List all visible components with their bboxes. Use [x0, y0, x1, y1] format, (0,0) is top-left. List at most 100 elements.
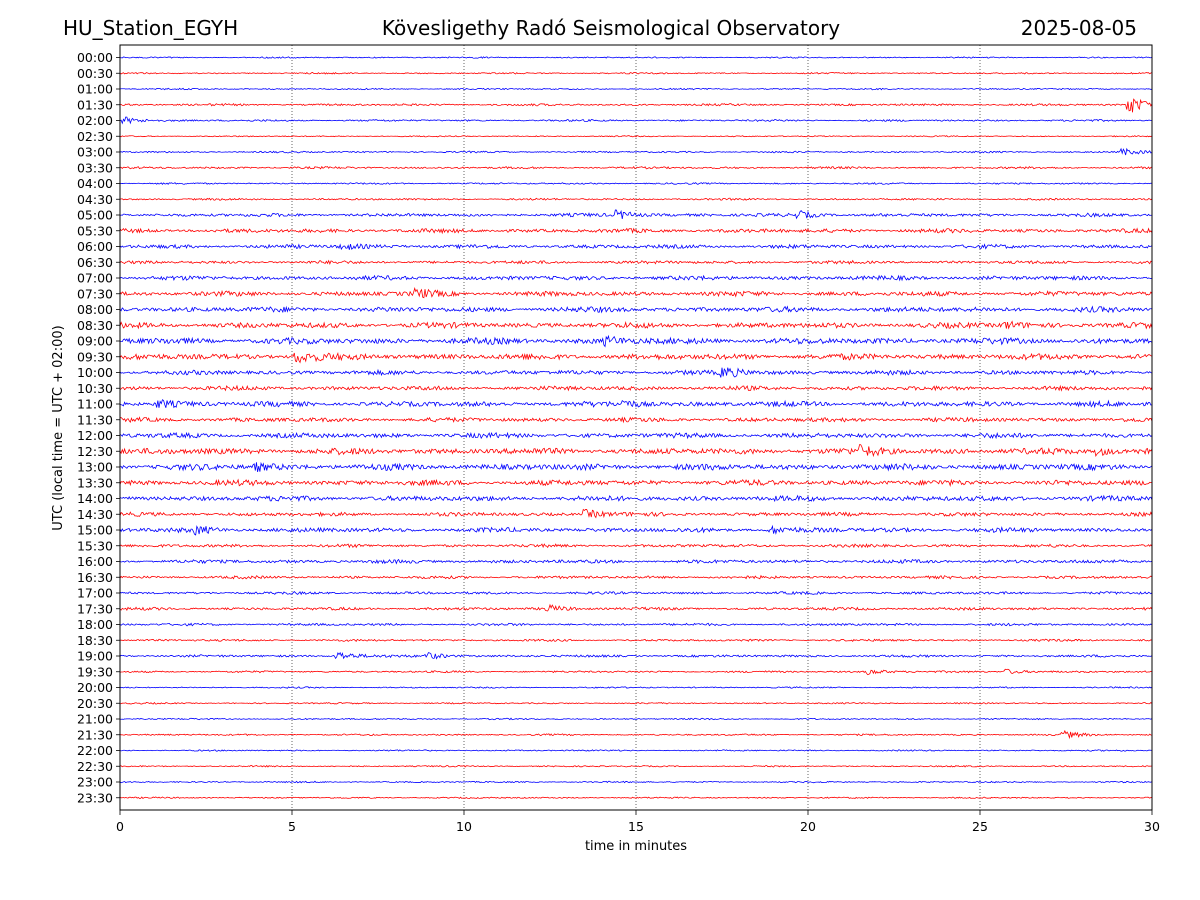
y-tick-label: 23:30: [77, 790, 113, 805]
trace-row-2030: [119, 701, 1153, 705]
trace-row-0200: [119, 116, 1153, 125]
trace-row-1400: [119, 494, 1153, 503]
y-tick-label: 10:00: [77, 365, 113, 380]
trace-row-2000: [119, 686, 1153, 689]
y-tick-label: 08:00: [77, 302, 113, 317]
seismic-traces: [119, 56, 1153, 800]
y-tick-label: 16:00: [77, 554, 113, 569]
trace-row-1100: [119, 399, 1153, 409]
trace-row-1900: [119, 651, 1153, 660]
y-tick-label: 10:30: [77, 381, 113, 396]
y-tick-label: 00:30: [77, 66, 113, 81]
trace-row-1730: [119, 603, 1153, 612]
y-axis-ticks: 00:0000:3001:0001:3002:0002:3003:0003:30…: [77, 50, 120, 805]
trace-row-1330: [119, 478, 1153, 487]
y-tick-label: 01:30: [77, 97, 113, 112]
y-tick-label: 07:30: [77, 286, 113, 301]
trace-row-0600: [119, 243, 1153, 251]
trace-row-1830: [119, 638, 1153, 643]
x-tick-label: 30: [1144, 819, 1160, 834]
x-axis-label: time in minutes: [585, 839, 687, 854]
trace-row-1600: [119, 558, 1153, 565]
x-tick-label: 10: [456, 819, 472, 834]
trace-row-1230: [119, 444, 1153, 458]
trace-row-0530: [119, 227, 1153, 235]
observatory-title: Kövesligethy Radó Seismological Observat…: [382, 16, 840, 40]
y-tick-label: 03:30: [77, 160, 113, 175]
plot-frame: [119, 44, 1153, 811]
station-title: HU_Station_EGYH: [63, 16, 238, 40]
trace-row-1300: [119, 461, 1153, 472]
y-tick-label: 18:30: [77, 633, 113, 648]
y-tick-label: 09:00: [77, 334, 113, 349]
trace-row-2130: [119, 729, 1153, 740]
trace-row-0700: [119, 274, 1153, 282]
grid-lines: [291, 45, 981, 810]
trace-row-2230: [119, 764, 1153, 768]
trace-row-1200: [119, 431, 1153, 440]
trace-row-1630: [119, 574, 1153, 580]
trace-row-0330: [119, 165, 1153, 170]
y-tick-label: 05:30: [77, 223, 113, 238]
y-tick-label: 21:30: [77, 727, 113, 742]
trace-row-0500: [119, 209, 1153, 220]
x-tick-label: 5: [288, 819, 296, 834]
y-tick-label: 12:30: [77, 444, 113, 459]
trace-row-0630: [119, 259, 1153, 266]
y-tick-label: 19:00: [77, 649, 113, 664]
y-tick-label: 22:00: [77, 743, 113, 758]
y-tick-label: 18:00: [77, 617, 113, 632]
trace-row-0000: [119, 56, 1153, 59]
trace-row-2330: [119, 796, 1153, 800]
trace-row-0100: [119, 87, 1153, 91]
y-tick-label: 06:30: [77, 255, 113, 270]
trace-row-1700: [119, 590, 1153, 596]
y-tick-label: 16:30: [77, 570, 113, 585]
trace-row-2200: [119, 749, 1153, 752]
date-title: 2025-08-05: [1021, 16, 1137, 40]
y-tick-label: 04:00: [77, 176, 113, 191]
trace-row-1500: [119, 524, 1153, 536]
y-tick-label: 20:30: [77, 696, 113, 711]
y-tick-label: 23:00: [77, 775, 113, 790]
trace-row-0930: [119, 351, 1153, 364]
y-tick-label: 03:00: [77, 145, 113, 160]
trace-row-1130: [119, 416, 1153, 424]
y-tick-label: 04:30: [77, 192, 113, 207]
y-tick-label: 14:30: [77, 507, 113, 522]
trace-row-2100: [119, 717, 1153, 721]
y-tick-label: 13:30: [77, 475, 113, 490]
x-tick-label: 15: [628, 819, 644, 834]
y-tick-label: 06:00: [77, 239, 113, 254]
y-tick-label: 07:00: [77, 271, 113, 286]
y-tick-label: 02:00: [77, 113, 113, 128]
trace-row-0130: [119, 98, 1153, 113]
y-tick-label: 13:00: [77, 460, 113, 475]
y-tick-label: 11:30: [77, 412, 113, 427]
trace-row-0900: [119, 334, 1153, 348]
y-tick-label: 02:30: [77, 129, 113, 144]
y-tick-label: 00:00: [77, 50, 113, 65]
y-tick-label: 09:30: [77, 349, 113, 364]
x-tick-label: 20: [800, 819, 816, 834]
y-tick-label: 21:00: [77, 712, 113, 727]
trace-row-0400: [119, 181, 1153, 185]
trace-row-0230: [119, 135, 1153, 138]
y-tick-label: 20:00: [77, 680, 113, 695]
trace-row-0730: [119, 287, 1153, 299]
y-tick-label: 19:30: [77, 664, 113, 679]
trace-row-1430: [119, 508, 1153, 519]
trace-row-2300: [119, 780, 1153, 784]
y-tick-label: 14:00: [77, 491, 113, 506]
trace-row-1800: [119, 622, 1153, 627]
trace-row-0030: [119, 71, 1153, 75]
y-tick-label: 12:00: [77, 428, 113, 443]
trace-row-1930: [119, 668, 1153, 676]
x-tick-label: 25: [972, 819, 988, 834]
trace-row-0430: [119, 197, 1153, 201]
trace-row-1000: [119, 367, 1153, 378]
y-tick-label: 05:00: [77, 208, 113, 223]
y-tick-label: 17:00: [77, 586, 113, 601]
x-axis-ticks: 0 5 10 15 20 25 30: [116, 810, 1160, 834]
